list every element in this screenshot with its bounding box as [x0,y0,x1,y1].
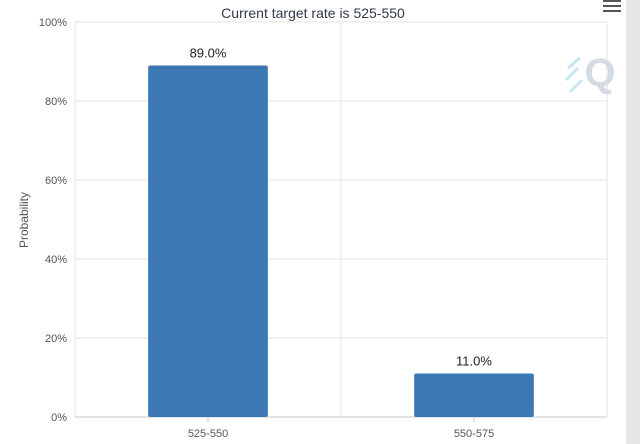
data-label-550-575: 11.0% [456,354,492,369]
x-axis-ticks: 525-550 550-575 [188,417,494,440]
chart-panel [0,0,626,444]
y-tick-label: 0% [51,412,67,424]
bars [148,65,534,417]
x-tick-label: 550-575 [454,428,494,440]
bar-chart: Q 0% 20% 40% 60% 80% 100% 525-550 550-575 89.0… [17,17,616,440]
data-labels: 89.0% 11.0% [190,45,493,368]
y-tick-label: 40% [45,254,67,266]
hamburger-menu-icon[interactable] [603,0,621,12]
y-tick-label: 20% [45,333,67,345]
y-tick-label: 60% [45,175,67,187]
y-axis-ticks: 0% 20% 40% 60% 80% 100% [39,17,67,424]
y-tick-label: 80% [45,96,67,108]
svg-text:Q: Q [584,51,615,95]
scrollbar-track[interactable] [626,0,640,444]
bar-550-575[interactable] [414,373,534,417]
x-tick-label: 525-550 [188,428,228,440]
chart-subtitle: Current target rate is 525-550 [221,5,405,21]
y-axis-title: Probability [17,192,31,248]
q-logo-watermark-icon: Q [564,51,616,95]
data-label-525-550: 89.0% [190,45,227,60]
bar-525-550[interactable] [148,65,268,417]
y-tick-label: 100% [39,17,67,29]
